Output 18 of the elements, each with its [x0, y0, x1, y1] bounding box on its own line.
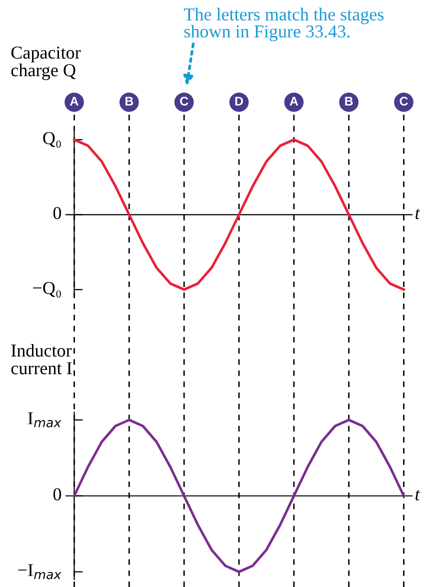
y-axis-title: Capacitor charge Q: [11, 46, 81, 80]
x-tick-label: B: [125, 96, 134, 106]
x-tick-label: A: [290, 96, 298, 106]
text: The letters match the stages shown in Figure 33.43.: [184, 8, 384, 42]
x-tick-label: D: [235, 96, 243, 106]
x-tick-label: C: [400, 96, 408, 106]
x-axis-title: t: [416, 490, 420, 500]
x-tick-label: B: [345, 96, 353, 106]
y-axis-title: Inductor current I: [11, 344, 72, 374]
text: −Q₀: [33, 282, 61, 298]
text: Q₀: [43, 132, 61, 148]
text: I$_{max}$: [28, 412, 62, 428]
text: 0: [53, 206, 62, 220]
text: −I$_{max}$: [18, 564, 62, 580]
x-axis-title: t: [416, 208, 420, 220]
text: 0: [53, 488, 62, 500]
x-tick-label: C: [180, 96, 188, 106]
x-tick-label: A: [70, 96, 78, 106]
